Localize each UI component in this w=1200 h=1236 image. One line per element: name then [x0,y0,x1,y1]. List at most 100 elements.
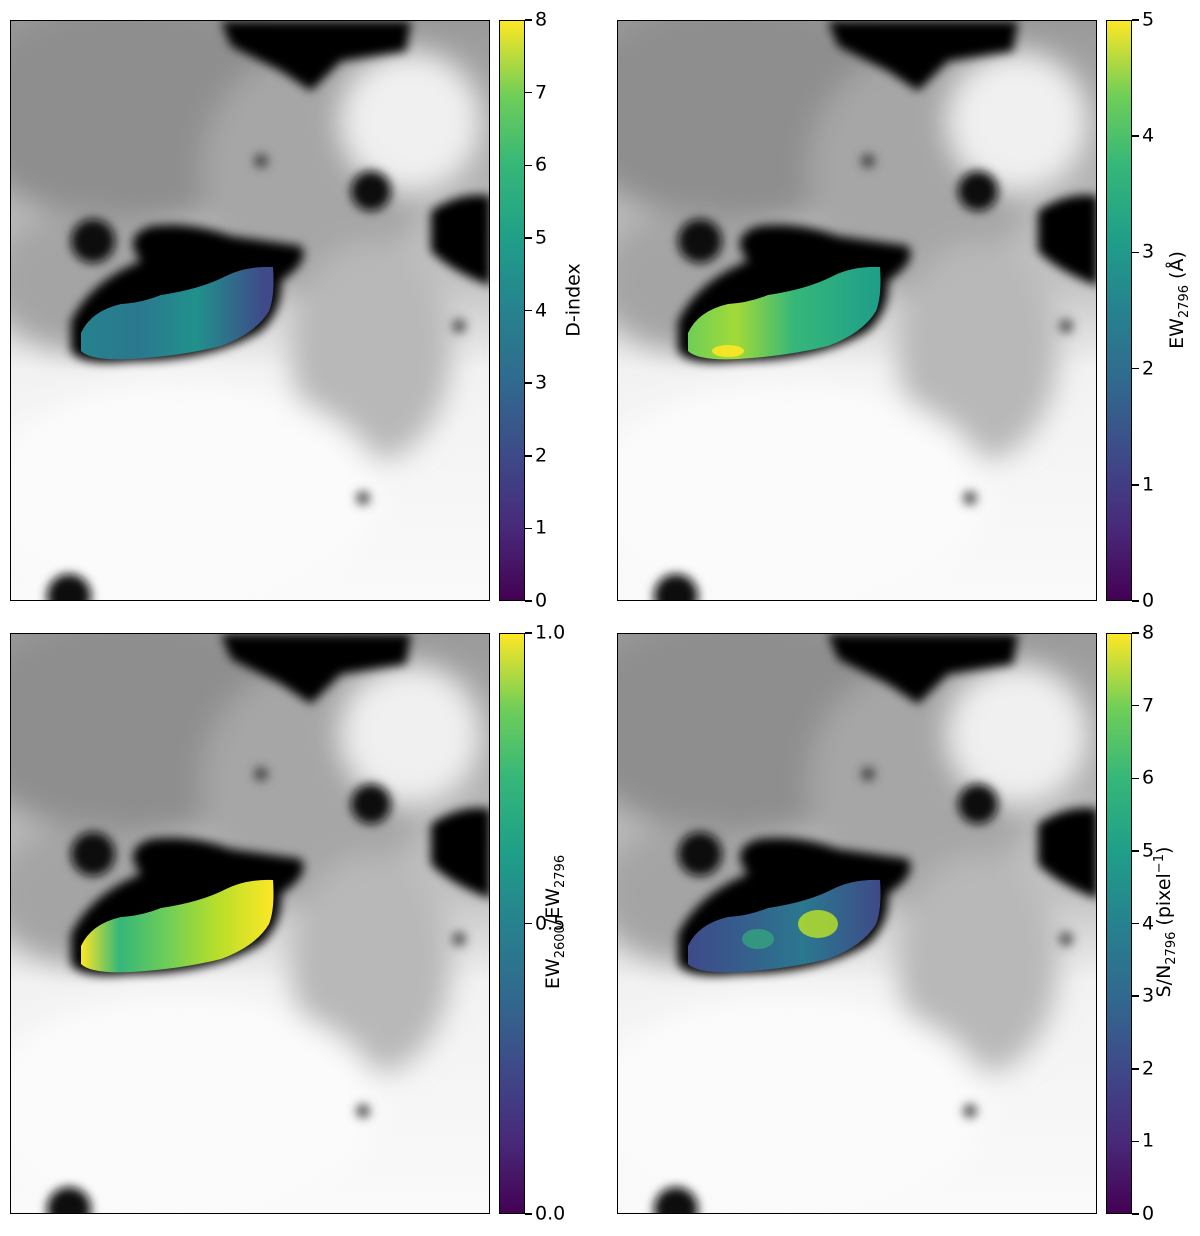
colorbar-ew2796 [1106,20,1132,601]
colorbar-tick-label: 2 [535,444,548,467]
colorbar-tick [1132,600,1139,602]
measurement-overlay [688,266,881,360]
bright-patch [11,381,381,600]
faint-star [1059,319,1073,333]
colorbar-dindex [499,20,525,601]
colorbar-tick-label: 5 [1142,8,1155,31]
grey-patch [291,241,451,461]
faint-star [452,319,466,333]
colorbar-tick [1132,367,1139,370]
bright-patch [11,994,381,1213]
colorbar-tick-label: 0 [1142,1202,1155,1225]
colorbar-tick-label: 8 [535,8,548,31]
dark-right-source [431,808,489,899]
colorbar-tick [1132,850,1139,852]
ew-high-region [712,345,744,357]
dark-top-source [828,634,1018,704]
colorbar-tick [525,382,532,384]
dark-star [71,219,115,263]
colorbar-tick-label: 4 [1142,124,1155,147]
dark-right-source [431,195,489,286]
colorbar-label-dindex: D-index [562,263,585,337]
colorbar-tick [1132,1068,1139,1070]
colorbar-tick [1132,19,1139,21]
measurement-overlay [81,879,274,973]
colorbar-tick-label: 1 [535,516,548,539]
colorbar-tick-label: 0 [535,589,548,612]
image-map-sn2796 [617,633,1097,1214]
colorbar-tick-label: 3 [535,371,548,394]
colorbar-tick-label: 1.0 [535,621,566,644]
colorbar-tick [525,632,532,634]
dark-top-source [221,634,411,704]
colorbar-tick-label: 5 [1142,839,1155,862]
dark-right-source [1038,808,1096,899]
colorbar-tick [525,309,532,312]
colorbar-sn2796 [1106,633,1132,1214]
measurement-overlay [688,879,881,973]
faint-star [356,1104,370,1118]
colorbar-tick-label: 8 [1142,621,1155,644]
colorbar-tick [525,455,532,457]
map-svg [11,21,489,600]
colorbar-tick-label: 6 [1142,766,1155,789]
sky-structure [618,21,1088,600]
dark-star [47,574,91,600]
bright-patch [948,664,1088,804]
faint-star [963,491,977,505]
dark-top-source [221,21,411,91]
colorbar-tick [1132,922,1139,925]
grey-patch [291,854,451,1074]
dark-top-source [828,21,1018,91]
grey-patch [898,241,1058,461]
dark-star [351,784,391,824]
colorbar-tick [1132,484,1139,486]
dark-star [958,171,998,211]
colorbar-label-sn2796: S/N2796 (pixel−1) [1151,846,1179,998]
dark-right-source [1038,195,1096,286]
dark-star [654,574,698,600]
dark-star [654,1187,698,1213]
faint-star [861,154,875,168]
grey-patch [898,854,1058,1074]
map-svg [618,634,1096,1213]
colorbar-tick [525,237,532,239]
colorbar-tick [1132,704,1139,707]
colorbar-tick [525,600,532,602]
colorbar-tick-label: 4 [1142,912,1155,934]
faint-star [963,1104,977,1118]
faint-star [861,767,875,781]
image-map-ratio [10,633,490,1214]
colorbar-tick-label: 2 [1142,357,1155,380]
colorbar-tick [525,91,532,94]
colorbar-tick-label: 7 [535,81,548,104]
colorbar-tick [525,164,532,166]
dark-star [678,219,722,263]
colorbar-tick-label: 3 [1142,984,1155,1007]
colorbar-tick-label: 7 [1142,694,1155,717]
colorbar-tick-label: 2 [1142,1057,1155,1080]
colorbar-label-ratio: EW2600/EW2796 [542,854,568,990]
colorbar-tick [1132,632,1139,634]
bright-patch [618,381,988,600]
faint-star [1059,932,1073,946]
colorbar-tick [1132,251,1139,254]
colorbar-tick-label: 0 [1142,589,1155,612]
colorbar-tick-label: 0.5 [535,912,566,934]
colorbar-tick-label: 0.0 [535,1202,566,1225]
faint-star [254,767,268,781]
colorbar-ratio [499,633,525,1214]
sn-peak [742,929,774,949]
bright-patch [618,994,988,1213]
faint-star [356,491,370,505]
colorbar-tick [525,922,532,925]
colorbar-tick-label: 3 [1142,240,1155,263]
measurement-overlay [81,266,274,360]
colorbar-tick-label: 5 [535,226,548,249]
colorbar-tick-label: 6 [535,153,548,176]
dark-star [351,171,391,211]
bright-patch [341,664,481,804]
image-map-ew2796 [617,20,1097,601]
colorbar-tick-label: 1 [1142,473,1155,496]
colorbar-tick [1132,777,1139,779]
